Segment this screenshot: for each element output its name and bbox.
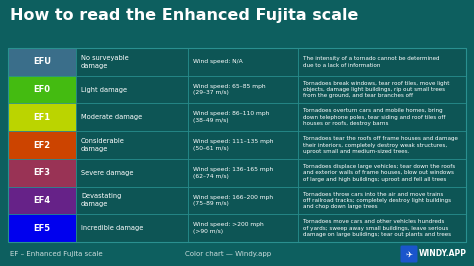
Bar [188,103,298,131]
Bar [76,186,188,214]
Bar [298,159,466,186]
Text: Severe damage: Severe damage [81,170,134,176]
Text: EF4: EF4 [34,196,51,205]
Text: Wind speed: >200 mph
(>90 m/s): Wind speed: >200 mph (>90 m/s) [193,222,264,234]
Text: Devastating
damage: Devastating damage [81,193,121,207]
Bar [298,186,466,214]
Text: Wind speed: 86–110 mph
(38–49 m/s): Wind speed: 86–110 mph (38–49 m/s) [193,111,269,123]
Text: Tornadoes throw cars into the air and move trains
off railroad tracks; completel: Tornadoes throw cars into the air and mo… [303,192,451,209]
Text: No surveyable
damage: No surveyable damage [81,55,129,69]
Text: Considerable
damage: Considerable damage [81,138,125,152]
Text: Color chart — Windy.app: Color chart — Windy.app [185,251,271,257]
Bar [8,48,466,242]
Bar [188,159,298,186]
Bar [76,76,188,103]
Bar [188,214,298,242]
Text: EF5: EF5 [34,224,51,233]
Text: EF – Enhanced Fujita scale: EF – Enhanced Fujita scale [10,251,103,257]
Text: Tornadoes tear the roofs off frame houses and damage
their interiors, completely: Tornadoes tear the roofs off frame house… [303,136,458,154]
Text: Wind speed: 166–200 mph
(75–89 m/s): Wind speed: 166–200 mph (75–89 m/s) [193,195,273,206]
Text: EFU: EFU [33,57,51,66]
Text: Tornadoes break windows, tear roof tiles, move light
objects, damage light build: Tornadoes break windows, tear roof tiles… [303,81,449,98]
Bar [298,48,466,76]
Bar [76,103,188,131]
Text: How to read the Enhanced Fujita scale: How to read the Enhanced Fujita scale [10,8,358,23]
Bar [298,131,466,159]
Bar [188,186,298,214]
Bar [8,186,76,214]
Text: Moderate damage: Moderate damage [81,114,142,120]
Text: Wind speed: 136–165 mph
(62–74 m/s): Wind speed: 136–165 mph (62–74 m/s) [193,167,273,178]
FancyBboxPatch shape [401,246,418,263]
Text: EF0: EF0 [34,85,51,94]
Text: ✈: ✈ [405,250,412,259]
Bar [76,48,188,76]
Text: Wind speed: 65–85 mph
(29–37 m/s): Wind speed: 65–85 mph (29–37 m/s) [193,84,265,95]
Bar [188,131,298,159]
Text: Wind speed: N/A: Wind speed: N/A [193,59,243,64]
Bar [298,76,466,103]
Bar [76,214,188,242]
Bar [76,159,188,186]
Text: Incredible damage: Incredible damage [81,225,143,231]
Text: Tornadoes displace large vehicles; tear down the roofs
and exterior walls of fra: Tornadoes displace large vehicles; tear … [303,164,455,182]
Bar [8,131,76,159]
Bar [8,48,76,76]
Text: Light damage: Light damage [81,86,127,93]
Text: EF2: EF2 [34,140,51,149]
Text: EF3: EF3 [34,168,51,177]
Text: EF1: EF1 [34,113,51,122]
Bar [298,103,466,131]
Bar [8,159,76,186]
Text: Tornadoes move cars and other vehicles hundreds
of yards; sweep away small build: Tornadoes move cars and other vehicles h… [303,219,451,237]
Bar [8,103,76,131]
Bar [188,48,298,76]
Text: Tornadoes overturn cars and mobile homes, bring
down telephone poles, tear sidin: Tornadoes overturn cars and mobile homes… [303,108,446,126]
Bar [298,214,466,242]
Bar [8,214,76,242]
Text: WINDY.APP: WINDY.APP [419,250,467,259]
Bar [76,131,188,159]
Bar [8,76,76,103]
Text: Wind speed: 111–135 mph
(50–61 m/s): Wind speed: 111–135 mph (50–61 m/s) [193,139,273,151]
Bar [188,76,298,103]
Text: The intensity of a tornado cannot be determined
due to a lack of information: The intensity of a tornado cannot be det… [303,56,439,68]
